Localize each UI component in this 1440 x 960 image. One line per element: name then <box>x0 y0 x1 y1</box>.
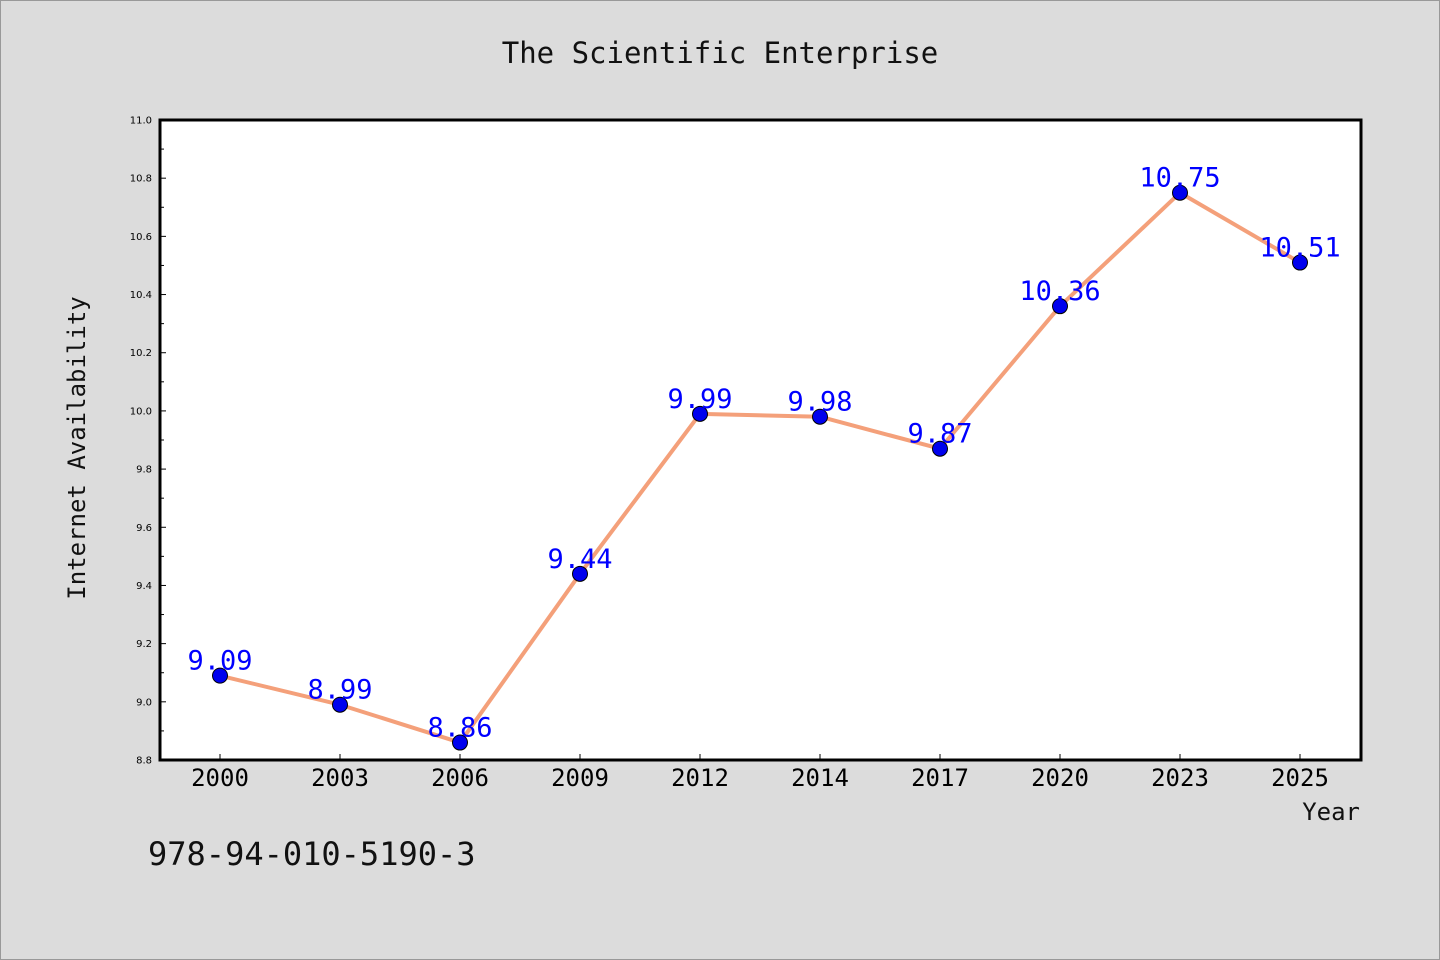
data-point <box>452 734 468 751</box>
x-tick-label: 2012 <box>671 764 729 792</box>
data-label: 9.09 <box>187 646 252 677</box>
data-point <box>692 405 708 422</box>
data-labels: 9.09 8.99 8.86 9.44 9.99 9.98 9.87 10.36 10.75 10… <box>187 163 1340 744</box>
chart-title: The Scientific Enterprise <box>502 36 939 70</box>
series-line <box>219 190 1302 745</box>
x-tick-label: 2003 <box>311 764 369 792</box>
data-label: 8.86 <box>427 713 492 744</box>
isbn-footer: 978-94-010-5190-3 <box>148 835 476 873</box>
x-axis-ticks: 2000 2003 2006 2009 2012 2014 2017 2020 2023 2025 <box>191 754 1329 792</box>
data-label: 10.51 <box>1259 233 1340 264</box>
data-label: 10.36 <box>1019 276 1100 307</box>
x-tick-label: 2000 <box>191 764 249 792</box>
y-tick-label: 10.0 <box>130 406 152 417</box>
x-tick-label: 2017 <box>911 764 969 792</box>
plot-area <box>160 120 1361 760</box>
data-label: 9.87 <box>907 419 972 450</box>
y-tick-label: 10.2 <box>130 348 152 359</box>
data-label: 9.99 <box>667 384 732 415</box>
x-axis-label: Year <box>1302 798 1360 826</box>
data-point <box>572 565 588 582</box>
y-axis-label: Internet Availability <box>63 296 91 599</box>
data-point <box>212 667 228 684</box>
data-label: 8.99 <box>307 675 372 706</box>
y-tick-label: 10.8 <box>130 174 152 185</box>
data-points <box>212 184 1308 751</box>
x-tick-label: 2006 <box>431 764 489 792</box>
data-point <box>812 408 828 425</box>
data-point <box>332 696 348 713</box>
data-point <box>1052 298 1068 315</box>
y-tick-label: 9.2 <box>136 639 152 650</box>
y-tick-label: 9.6 <box>136 523 152 534</box>
y-axis-ticks: 8.8 9.0 9.2 9.4 9.6 9.8 10.0 10.2 10.4 10.6 10.8 11… <box>130 116 166 767</box>
data-label: 9.98 <box>787 387 852 418</box>
y-tick-label: 11.0 <box>130 116 152 127</box>
data-label: 9.44 <box>547 544 612 575</box>
plot-frame <box>158 118 1363 762</box>
data-point <box>932 440 948 457</box>
x-tick-label: 2025 <box>1271 764 1329 792</box>
data-point <box>1172 184 1188 201</box>
y-tick-label: 10.4 <box>130 290 152 301</box>
y-tick-label: 8.8 <box>136 756 152 767</box>
x-tick-label: 2014 <box>791 764 849 792</box>
data-point <box>1292 254 1308 271</box>
x-tick-label: 2023 <box>1151 764 1209 792</box>
x-tick-label: 2009 <box>551 764 609 792</box>
y-tick-label: 9.0 <box>136 697 152 708</box>
data-label: 10.75 <box>1139 163 1220 194</box>
y-tick-label: 10.6 <box>130 232 152 243</box>
y-tick-label: 9.4 <box>136 581 152 592</box>
y-tick-label: 9.8 <box>136 465 152 476</box>
x-tick-label: 2020 <box>1031 764 1089 792</box>
